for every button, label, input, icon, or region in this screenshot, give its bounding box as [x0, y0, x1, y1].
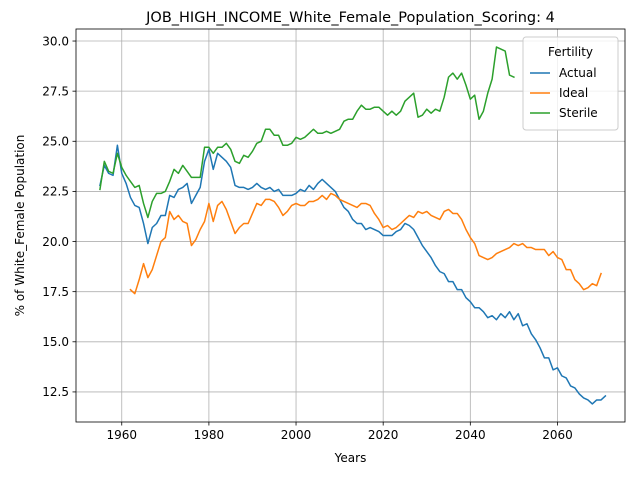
- y-tick-label: 20.0: [42, 235, 69, 249]
- series-line-sterile: [99, 46, 515, 219]
- x-tick-label: 2060: [542, 428, 573, 442]
- legend-label-actual: Actual: [559, 66, 597, 80]
- y-axis-ticks: 12.5 15.0 17.5 20.0 22.5 25.0 27.5 30.0: [42, 34, 76, 399]
- x-axis-title: Years: [334, 451, 367, 465]
- legend-label-ideal: Ideal: [559, 86, 588, 100]
- x-tick-label: 2020: [368, 428, 399, 442]
- series-line-ideal: [129, 192, 603, 295]
- x-axis-ticks: 1960 1980 2000 2020 2040 2060: [106, 422, 573, 442]
- grid: [76, 29, 625, 422]
- series-line-actual: [99, 144, 607, 405]
- y-tick-label: 30.0: [42, 34, 69, 48]
- legend-entries: Actual Ideal Sterile: [530, 66, 598, 120]
- y-tick-label: 15.0: [42, 335, 69, 349]
- x-tick-label: 1960: [106, 428, 137, 442]
- y-tick-label: 22.5: [42, 185, 69, 199]
- plot-frame: [75, 28, 626, 423]
- x-tick-label: 2000: [281, 428, 312, 442]
- legend-label-sterile: Sterile: [559, 106, 598, 120]
- y-tick-label: 17.5: [42, 285, 69, 299]
- x-tick-label: 2040: [455, 428, 486, 442]
- x-tick-label: 1980: [194, 428, 225, 442]
- legend-box: [522, 36, 619, 131]
- legend: Fertility Actual Ideal Sterile: [522, 36, 619, 131]
- y-tick-label: 12.5: [42, 385, 69, 399]
- series-lines: [99, 46, 607, 405]
- y-tick-label: 25.0: [42, 135, 69, 149]
- chart-title: JOB_HIGH_INCOME_White_Female_Population_…: [145, 10, 555, 26]
- y-tick-label: 27.5: [42, 84, 69, 98]
- legend-title: Fertility: [548, 45, 593, 59]
- y-axis-title: % of White_Female Population: [13, 135, 27, 317]
